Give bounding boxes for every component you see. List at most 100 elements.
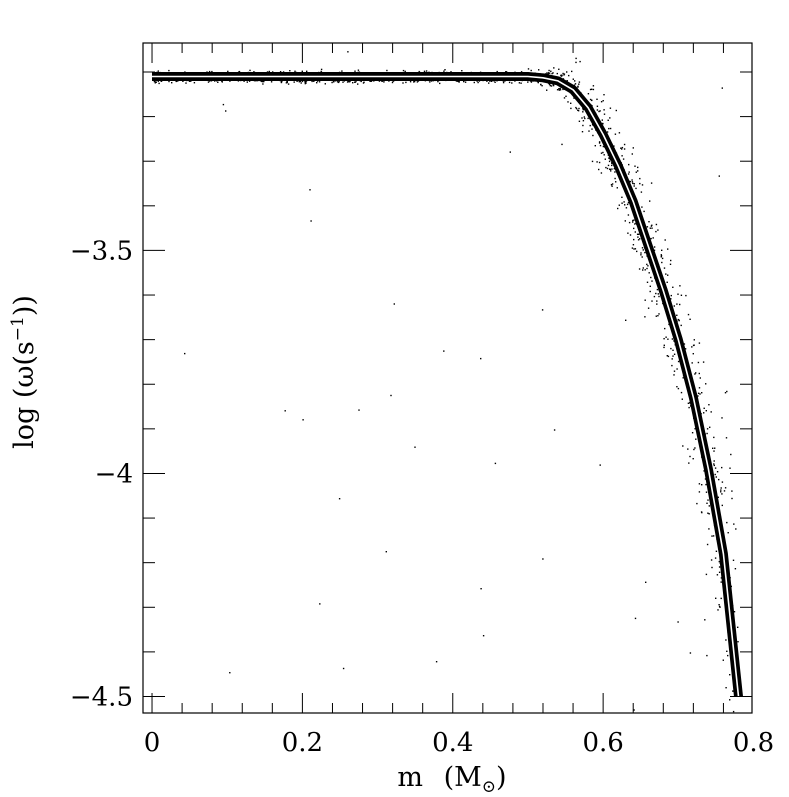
data-point	[296, 80, 298, 82]
data-point	[732, 710, 735, 713]
data-point	[720, 489, 722, 491]
data-point	[502, 81, 505, 84]
data-point	[629, 180, 631, 183]
data-point	[621, 146, 624, 149]
data-point	[609, 168, 611, 171]
data-point	[381, 80, 383, 82]
data-point	[698, 483, 701, 485]
data-point	[286, 80, 288, 83]
data-point	[589, 88, 592, 91]
data-point	[548, 69, 550, 72]
data-point	[602, 145, 605, 148]
data-point	[714, 557, 717, 559]
data-point	[632, 221, 634, 223]
data-point	[676, 303, 678, 305]
data-point	[409, 81, 412, 83]
data-point	[684, 348, 687, 350]
data-point	[667, 274, 669, 276]
data-point	[649, 285, 651, 287]
data-point	[578, 120, 581, 122]
data-point	[416, 81, 419, 83]
data-point	[711, 535, 713, 537]
data-point	[708, 528, 710, 530]
data-point	[637, 239, 640, 241]
data-point	[705, 483, 707, 486]
data-point	[596, 161, 598, 163]
data-point	[683, 343, 686, 345]
data-point	[642, 267, 644, 269]
data-point	[689, 652, 692, 654]
data-point	[712, 535, 715, 537]
data-point	[688, 462, 690, 464]
data-point	[631, 181, 634, 183]
data-point	[705, 383, 707, 385]
data-point	[671, 338, 674, 340]
data-point	[718, 605, 721, 608]
data-point	[626, 203, 629, 206]
data-point	[591, 88, 593, 90]
data-point	[672, 349, 674, 351]
data-point	[157, 70, 159, 72]
data-point	[623, 148, 626, 150]
data-point	[598, 141, 601, 143]
x-tick-label: 0.6	[582, 728, 623, 758]
data-point	[494, 462, 497, 465]
data-point	[667, 355, 670, 358]
data-point	[599, 464, 601, 466]
data-point	[553, 429, 556, 431]
data-point	[735, 528, 737, 530]
data-point	[386, 69, 388, 72]
data-point	[577, 86, 579, 88]
data-point	[706, 654, 708, 657]
data-point	[693, 448, 695, 451]
data-point	[185, 82, 187, 84]
data-point	[733, 611, 736, 613]
data-point	[633, 219, 635, 221]
curve-band	[152, 72, 743, 697]
data-point	[644, 316, 646, 318]
data-point	[695, 372, 697, 374]
data-point	[211, 70, 213, 73]
data-point	[665, 273, 667, 275]
data-point	[520, 71, 523, 73]
series-band	[152, 72, 743, 697]
data-point	[689, 402, 691, 404]
data-point	[636, 233, 639, 235]
data-point	[184, 352, 186, 355]
data-point	[703, 407, 705, 409]
data-point	[610, 184, 613, 186]
data-point	[704, 619, 706, 621]
data-point	[651, 224, 653, 226]
data-point	[725, 687, 727, 689]
data-point	[596, 98, 598, 100]
data-point	[672, 286, 674, 288]
data-point	[687, 448, 689, 450]
data-point	[508, 81, 511, 84]
data-point	[566, 71, 568, 73]
data-point	[646, 281, 649, 283]
data-point	[570, 102, 572, 104]
data-point	[598, 168, 600, 171]
data-point	[671, 358, 673, 360]
data-point	[644, 299, 646, 301]
data-point	[575, 108, 578, 110]
tick-labels: 0 0.2 0.4 0.6 0.8 −3.5 −4 −4.5	[70, 236, 774, 758]
data-point	[423, 70, 426, 72]
data-point	[716, 471, 719, 473]
data-point	[703, 470, 705, 472]
data-point	[270, 81, 273, 83]
data-point	[721, 466, 723, 469]
data-point	[352, 82, 354, 84]
data-point	[625, 319, 627, 321]
data-point	[610, 170, 612, 172]
data-point	[677, 387, 680, 390]
data-point	[614, 177, 616, 180]
data-point	[705, 573, 708, 576]
data-point	[667, 338, 669, 340]
data-point	[632, 219, 634, 222]
data-point	[574, 83, 577, 85]
plot-frame	[142, 42, 753, 714]
data-point	[157, 80, 159, 82]
data-point	[304, 80, 307, 82]
data-point	[563, 73, 566, 75]
